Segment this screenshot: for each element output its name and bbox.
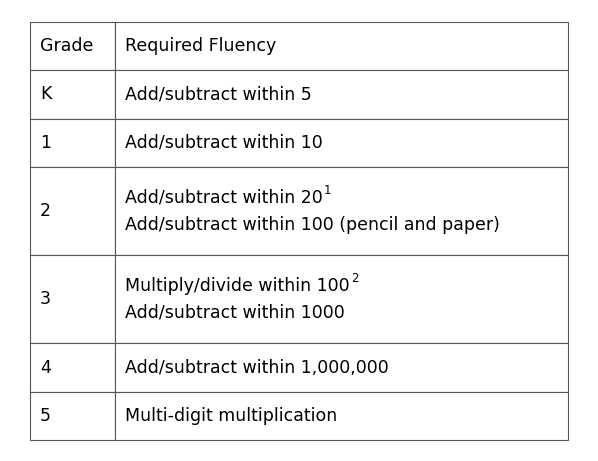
Text: Add/subtract within 5: Add/subtract within 5 <box>125 85 312 103</box>
Text: Add/subtract within 20: Add/subtract within 20 <box>125 189 323 207</box>
Text: Add/subtract within 10: Add/subtract within 10 <box>125 134 323 152</box>
Text: Multi-digit multiplication: Multi-digit multiplication <box>125 407 337 425</box>
Bar <box>115 255 568 343</box>
Text: 2: 2 <box>350 272 358 285</box>
Text: 5: 5 <box>40 407 51 425</box>
Bar <box>30 70 115 118</box>
Text: Add/subtract within 1000: Add/subtract within 1000 <box>125 304 345 322</box>
Bar <box>30 392 115 440</box>
Text: K: K <box>40 85 51 103</box>
Bar <box>115 70 568 118</box>
Text: Required Fluency: Required Fluency <box>125 37 276 55</box>
Bar <box>115 118 568 167</box>
Text: 1: 1 <box>324 184 331 197</box>
Text: 2: 2 <box>40 202 51 220</box>
Text: 1: 1 <box>40 134 51 152</box>
Text: 3: 3 <box>40 290 51 308</box>
Text: Add/subtract within 1,000,000: Add/subtract within 1,000,000 <box>125 359 389 377</box>
Bar <box>30 343 115 392</box>
Bar <box>115 392 568 440</box>
Bar <box>30 22 115 70</box>
Text: Multiply/divide within 100: Multiply/divide within 100 <box>125 277 350 295</box>
Bar <box>30 167 115 255</box>
Bar <box>30 118 115 167</box>
Bar <box>30 255 115 343</box>
Text: Add/subtract within 100 (pencil and paper): Add/subtract within 100 (pencil and pape… <box>125 216 500 234</box>
Text: 4: 4 <box>40 359 51 377</box>
Bar <box>115 22 568 70</box>
Bar <box>115 167 568 255</box>
Bar <box>115 343 568 392</box>
Text: Grade: Grade <box>40 37 93 55</box>
